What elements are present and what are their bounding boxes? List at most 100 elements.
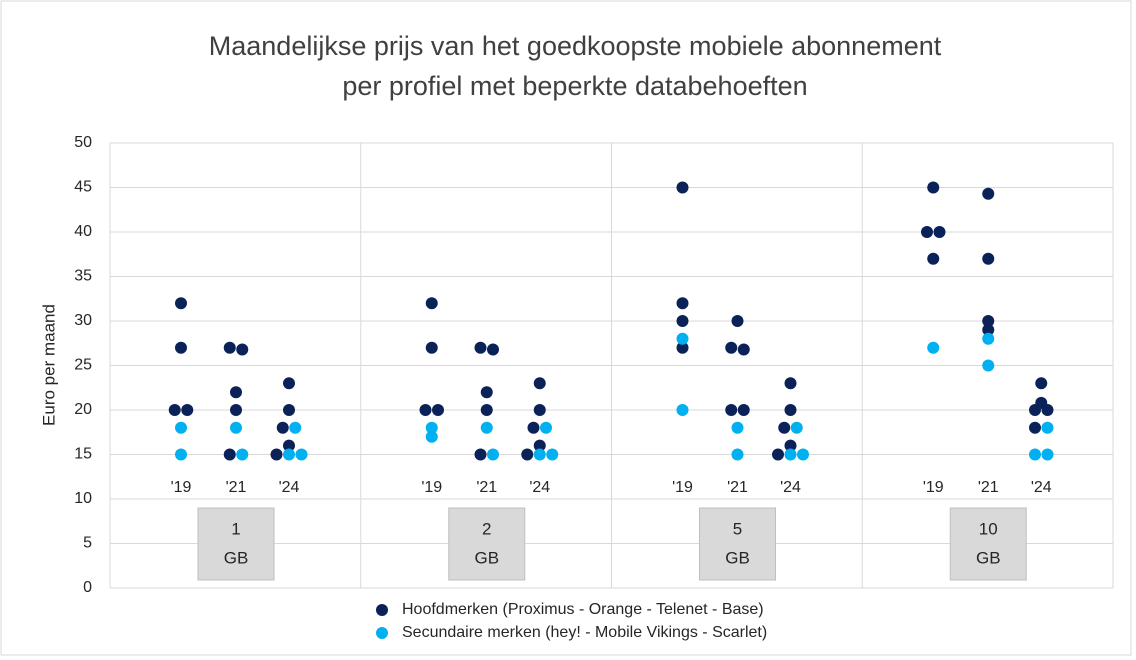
dot [1041,421,1054,434]
group-label: 5 [733,519,742,538]
dot [982,252,995,265]
dot [181,404,194,416]
x-tick-label: '24 [780,479,801,496]
dot [540,421,552,434]
dot [283,404,295,416]
group-box [197,507,275,581]
y-tick-label: 25 [74,357,92,374]
dot [223,341,236,354]
dot [982,187,995,200]
dot [784,377,797,390]
x-tick-label: '24 [1031,479,1052,496]
dot [982,332,995,345]
dot [982,315,995,327]
chart-title: per profiel met beperkte databehoeften [342,71,807,101]
x-tick-label: '19 [171,479,192,496]
y-axis-label: Euro per maand [39,304,58,426]
dot [778,421,791,434]
group-unit: GB [725,548,750,567]
dot [533,404,546,416]
dot [676,332,689,345]
dot [283,439,295,452]
dot [737,343,750,356]
chart-title: Maandelijkse prijs van het goedkoopste m… [209,31,942,61]
dot [772,448,784,461]
y-tick-label: 50 [74,134,92,151]
group-box [448,507,526,581]
legend-marker [376,604,388,616]
dot [784,439,797,452]
x-tick-label: '21 [476,479,497,496]
dot [1041,448,1054,461]
group-unit: GB [976,548,1001,567]
dot [487,448,499,461]
dot [270,448,283,461]
dot [676,181,689,194]
dot [731,421,744,434]
group-box [949,507,1027,581]
x-tick-label: '19 [672,479,693,496]
legend-marker [376,627,388,639]
dot [480,421,493,434]
dot [487,343,499,356]
dot [289,421,302,434]
dot [230,386,242,399]
legend-label: Secundaire merken (hey! - Mobile Vikings… [402,624,767,641]
dot [425,421,438,434]
dot [927,252,940,265]
dot [725,404,738,416]
group-box [699,507,776,581]
dot [676,341,689,354]
dot [982,323,995,336]
x-tick-label: '21 [727,479,748,496]
dot [927,181,940,194]
dot [676,404,689,416]
dot [230,404,242,416]
dot [236,448,249,461]
x-tick-label: '24 [529,479,550,496]
dot [474,341,487,354]
dot [223,448,236,461]
dot [425,341,438,354]
dot [1041,404,1054,416]
dot [533,439,546,452]
dot [784,448,797,461]
group-unit: GB [224,548,249,567]
y-tick-label: 10 [74,490,92,507]
dot [432,404,444,416]
y-tick-label: 35 [74,268,92,285]
x-tick-label: '19 [923,479,944,496]
y-tick-label: 5 [83,535,92,552]
dot [419,404,432,416]
group-unit: GB [474,548,499,567]
y-tick-label: 0 [83,579,92,596]
dot [175,448,187,461]
dot [927,341,940,354]
dot [1035,377,1048,390]
dot [533,377,546,390]
dot [425,297,438,310]
x-tick-label: '24 [279,479,300,496]
dot [731,315,744,327]
dot [480,404,493,416]
dot [725,341,738,354]
dot [546,448,559,461]
dot [283,377,295,390]
dot [790,421,803,434]
dot [1029,421,1041,434]
dot [236,343,249,356]
dot [474,448,487,461]
dot [295,448,308,461]
dot [797,448,809,461]
y-tick-label: 45 [74,179,92,196]
dot [933,226,946,238]
dot [283,448,295,461]
dot [527,421,540,434]
group-label: 1 [231,519,240,538]
dot [1029,448,1041,461]
dot [737,404,750,416]
dot [1029,404,1041,416]
